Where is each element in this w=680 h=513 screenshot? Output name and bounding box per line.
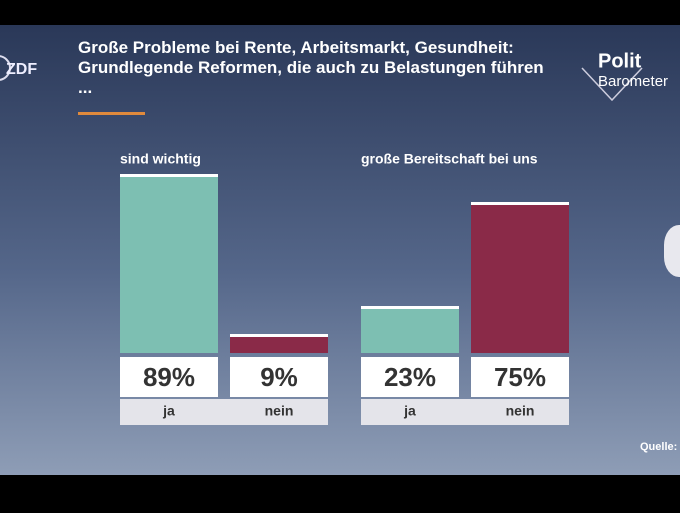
bar-cap [361, 306, 459, 309]
side-button[interactable] [664, 225, 680, 277]
bar [120, 175, 218, 353]
group-label: große Bereitschaft bei uns [361, 151, 538, 167]
value-box [120, 357, 218, 397]
category-strip [361, 399, 569, 425]
category-label: nein [506, 403, 535, 419]
chart-title: Große Probleme bei Rente, Arbeitsmarkt, … [78, 38, 544, 97]
bar-cap [471, 202, 569, 205]
broadcaster-logo: ZDF [6, 61, 37, 78]
logo-mark [0, 55, 11, 81]
category-strip [120, 399, 328, 425]
bar [471, 203, 569, 353]
bar-cap [120, 174, 218, 177]
bar [361, 307, 459, 353]
bar [230, 335, 328, 353]
value-box [230, 357, 328, 397]
source-label: Quelle: [640, 441, 677, 453]
value-box [471, 357, 569, 397]
value-label: 75% [494, 362, 546, 392]
category-label: ja [162, 403, 175, 419]
category-label: ja [403, 403, 416, 419]
value-box [361, 357, 459, 397]
show-logo-bottom: Barometer [598, 73, 668, 90]
title-underline [78, 112, 145, 115]
value-label: 9% [260, 362, 298, 392]
show-logo-top: Polit [598, 50, 642, 72]
logo-check [581, 67, 643, 102]
category-label: nein [265, 403, 294, 419]
value-label: 89% [143, 362, 195, 392]
value-label: 23% [384, 362, 436, 392]
group-label: sind wichtig [120, 151, 201, 167]
bar-cap [230, 334, 328, 337]
